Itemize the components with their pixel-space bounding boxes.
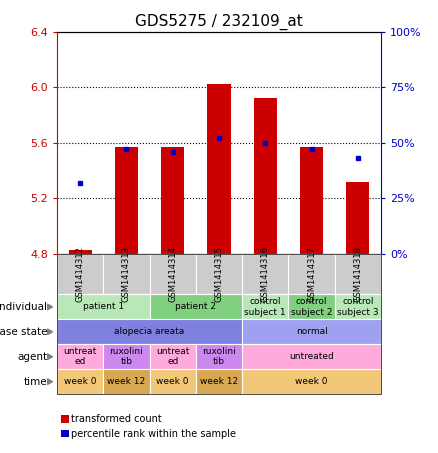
Text: GSM1414318: GSM1414318 [353, 246, 362, 302]
Polygon shape [47, 304, 53, 310]
Text: patient 1: patient 1 [83, 303, 124, 311]
Text: percentile rank within the sample: percentile rank within the sample [71, 429, 236, 439]
Text: agent: agent [17, 352, 47, 362]
Polygon shape [47, 379, 53, 385]
Text: time: time [24, 376, 47, 387]
Text: week 0: week 0 [295, 377, 328, 386]
Bar [161, 147, 184, 254]
Text: GSM1414316: GSM1414316 [261, 246, 270, 302]
Bar [68, 250, 92, 254]
Text: individual: individual [0, 302, 47, 312]
Text: GSM1414313: GSM1414313 [122, 246, 131, 302]
Text: GSM1414314: GSM1414314 [168, 246, 177, 302]
Text: ruxolini
tib: ruxolini tib [110, 347, 143, 366]
Text: untreated: untreated [289, 352, 334, 361]
Text: control
subject 1: control subject 1 [244, 297, 286, 317]
Text: week 12: week 12 [107, 377, 145, 386]
Text: untreat
ed: untreat ed [156, 347, 189, 366]
Text: ruxolini
tib: ruxolini tib [202, 347, 236, 366]
Text: alopecia areata: alopecia areata [114, 328, 185, 336]
Bar [346, 182, 370, 254]
Title: GDS5275 / 232109_at: GDS5275 / 232109_at [135, 14, 303, 30]
Bar [115, 147, 138, 254]
Bar [208, 84, 230, 254]
Text: week 0: week 0 [64, 377, 96, 386]
Text: normal: normal [296, 328, 328, 336]
Text: GSM1414312: GSM1414312 [76, 246, 85, 302]
Text: control
subject 2: control subject 2 [291, 297, 332, 317]
Text: untreat
ed: untreat ed [64, 347, 97, 366]
Bar [300, 147, 323, 254]
Text: patient 2: patient 2 [175, 303, 216, 311]
Text: transformed count: transformed count [71, 414, 162, 424]
Text: week 0: week 0 [156, 377, 189, 386]
Polygon shape [47, 354, 53, 360]
Text: GSM1414315: GSM1414315 [215, 246, 223, 302]
Text: disease state: disease state [0, 327, 47, 337]
Text: GSM1414317: GSM1414317 [307, 246, 316, 302]
Polygon shape [47, 329, 53, 335]
Text: control
subject 3: control subject 3 [337, 297, 379, 317]
Bar [254, 98, 277, 254]
Text: week 12: week 12 [200, 377, 238, 386]
